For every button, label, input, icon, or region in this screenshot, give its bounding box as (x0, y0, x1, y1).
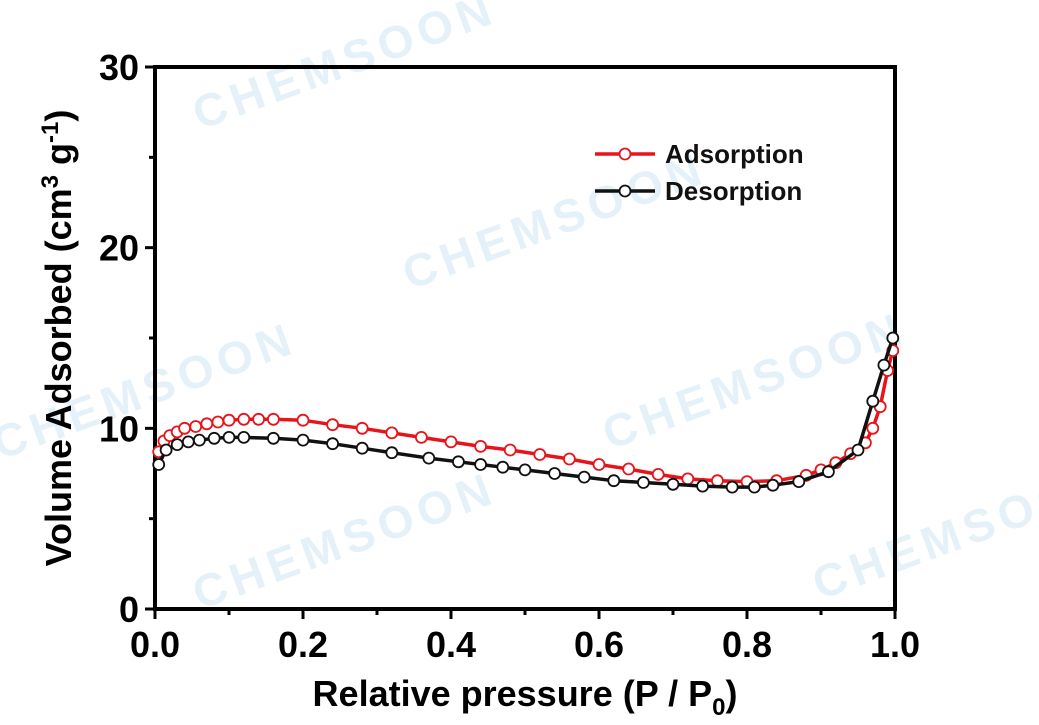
desorption-point (696, 479, 709, 493)
adsorption-point (222, 413, 236, 427)
watermark-text: CHEMSOON (186, 461, 503, 619)
legend-entry-desorption: Desorption (595, 176, 802, 206)
desorption-point (170, 438, 184, 452)
desorption-point (518, 463, 532, 477)
desorption-point (222, 430, 236, 444)
adsorption-point (326, 418, 340, 432)
desorption-point (496, 460, 510, 474)
desorption-point (822, 465, 835, 479)
adsorption-point (189, 420, 203, 433)
x-tick-label: 0.6 (574, 624, 624, 665)
y-tick-label: 20 (99, 228, 139, 269)
desorption-point (181, 435, 195, 449)
series-adsorption (152, 344, 900, 489)
desorption-point (355, 441, 369, 455)
desorption-point (866, 394, 880, 408)
desorption-point (548, 467, 561, 480)
axis-ticks (145, 65, 897, 619)
desorption-point (266, 431, 280, 445)
desorption-point (422, 451, 436, 465)
desorption-point (192, 433, 206, 447)
desorption-point (766, 478, 780, 492)
desorption-point (792, 475, 806, 489)
legend: Adsorption Desorption (595, 139, 804, 206)
legend-label-adsorption: Adsorption (665, 139, 804, 169)
y-tick-label: 30 (99, 47, 139, 88)
y-tick-label: 10 (99, 408, 139, 449)
x-tick-label: 0.4 (426, 624, 476, 665)
adsorption-point (533, 448, 547, 461)
legend-label-desorption: Desorption (665, 176, 802, 206)
x-axis-title: Relative pressure (P / P0) (313, 673, 738, 721)
adsorption-point (266, 412, 280, 426)
adsorption-point (414, 430, 428, 444)
adsorption-point (178, 421, 192, 435)
y-axis-title: Volume Adsorbed (cm3 g-1) (37, 110, 79, 567)
adsorption-point (592, 458, 606, 471)
desorption-point (385, 446, 399, 460)
x-tick-label: 0.8 (722, 624, 772, 665)
legend-marker-desorption (618, 184, 632, 198)
watermark-text: CHEMSOON (186, 0, 503, 139)
adsorption-point (296, 413, 310, 427)
adsorption-point (681, 472, 695, 486)
x-tick-label: 0.0 (130, 624, 180, 665)
x-tick-label: 1.0 (870, 624, 920, 665)
desorption-point (637, 476, 650, 489)
adsorption-point (200, 417, 214, 431)
desorption-point (207, 431, 221, 445)
watermark-text: CHEMSOON (596, 301, 913, 459)
adsorption-point (866, 421, 880, 435)
desorption-point (607, 474, 621, 488)
desorption-point (666, 477, 680, 491)
adsorption-point (237, 412, 251, 426)
desorption-point (877, 358, 891, 372)
desorption-point (152, 458, 166, 471)
adsorption-point (622, 462, 635, 476)
desorption-point (886, 331, 900, 345)
desorption-point (748, 480, 761, 494)
adsorption-point (474, 439, 488, 453)
desorption-point (326, 437, 340, 451)
desorption-point (159, 443, 173, 457)
desorption-point (451, 455, 465, 469)
series-layer (152, 331, 900, 494)
adsorption-point (355, 421, 369, 435)
adsorption-point (385, 426, 399, 440)
legend-marker-adsorption (618, 147, 632, 161)
desorption-point (474, 458, 488, 471)
desorption-point (577, 470, 591, 484)
adsorption-point (252, 412, 266, 426)
axis-tick-labels: 0.0 0.2 0.4 0.6 0.8 1.0 0 10 20 30 (99, 47, 920, 665)
adsorption-point (444, 435, 458, 449)
adsorption-point (651, 467, 665, 481)
desorption-point (237, 430, 251, 444)
adsorption-point (711, 474, 724, 488)
desorption-point (725, 480, 739, 494)
adsorption-point (563, 452, 576, 466)
desorption-point (296, 433, 310, 447)
adsorption-point (211, 415, 225, 429)
desorption-point (851, 443, 865, 457)
y-tick-label: 0 (119, 589, 139, 630)
legend-entry-adsorption: Adsorption (595, 139, 804, 169)
x-tick-label: 0.2 (278, 624, 328, 665)
series-desorption (152, 331, 900, 494)
adsorption-point (503, 443, 517, 457)
watermark-text: CHEMSOON (806, 451, 1039, 609)
